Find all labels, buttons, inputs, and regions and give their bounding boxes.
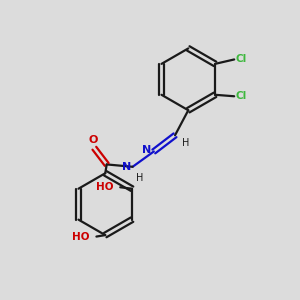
Text: HO: HO xyxy=(72,232,90,242)
Text: Cl: Cl xyxy=(236,55,247,64)
Text: O: O xyxy=(88,135,98,145)
Text: H: H xyxy=(136,173,143,183)
Text: HO: HO xyxy=(96,182,113,192)
Text: Cl: Cl xyxy=(236,91,247,101)
Text: N: N xyxy=(142,145,152,155)
Text: N: N xyxy=(122,162,131,172)
Text: H: H xyxy=(182,138,189,148)
